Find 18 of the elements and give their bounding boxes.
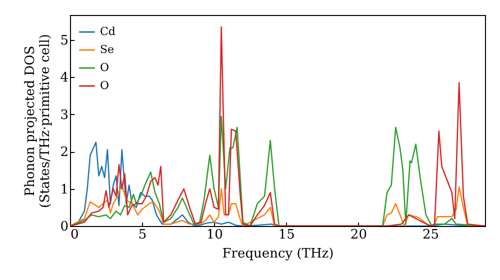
- x-tick-label: 20: [350, 228, 367, 242]
- legend-label: O: [100, 61, 110, 74]
- line-series: [70, 26, 485, 226]
- legend-label: O: [100, 79, 110, 92]
- y-tick-label: 3: [60, 108, 68, 123]
- y-tick-label: 4: [60, 70, 68, 86]
- x-tick-label: 10: [206, 228, 223, 242]
- x-tick-label: 25: [422, 228, 440, 242]
- y-tick-label: 1: [60, 182, 68, 198]
- x-axis-title: Frequency (THz): [222, 246, 334, 262]
- y-axis-title: Phonon projected DOS (States/THz·primitive cell): [23, 34, 54, 208]
- legend-label: Se: [100, 43, 114, 56]
- y-tick-label: 2: [60, 145, 68, 160]
- y-tick-label: 5: [60, 33, 68, 48]
- x-tick-label: 15: [278, 228, 295, 242]
- x-tick-label: 0: [70, 228, 79, 242]
- x-tick-label: 5: [138, 228, 147, 242]
- legend-label: Cd: [100, 25, 116, 38]
